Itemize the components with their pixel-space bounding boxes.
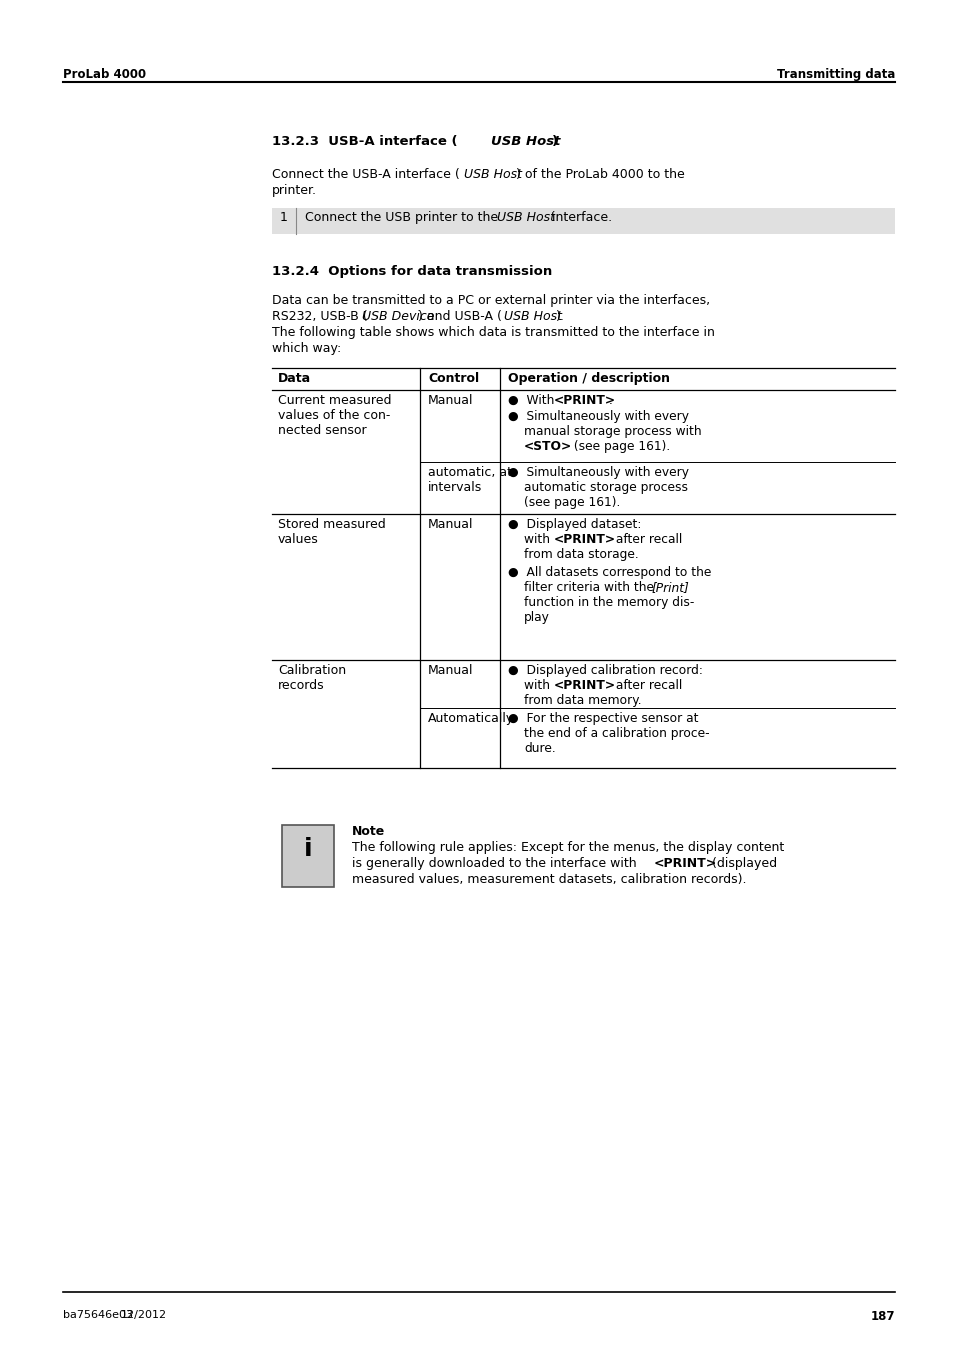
Text: manual storage process with: manual storage process with — [523, 426, 700, 438]
Text: records: records — [277, 680, 324, 692]
Text: 13.2.3  USB-A interface (: 13.2.3 USB-A interface ( — [272, 135, 457, 149]
Text: <PRINT>: <PRINT> — [654, 857, 717, 870]
Text: ProLab 4000: ProLab 4000 — [63, 68, 146, 81]
Text: Note: Note — [352, 825, 385, 838]
Text: ).: ). — [556, 309, 564, 323]
Text: USB Host: USB Host — [503, 309, 561, 323]
Text: Stored measured: Stored measured — [277, 517, 385, 531]
Text: Data can be transmitted to a PC or external printer via the interfaces,: Data can be transmitted to a PC or exter… — [272, 295, 709, 307]
Text: ●  Simultaneously with every: ● Simultaneously with every — [507, 409, 688, 423]
Text: (displayed: (displayed — [707, 857, 777, 870]
Text: ●  Displayed dataset:: ● Displayed dataset: — [507, 517, 640, 531]
Text: ●  Displayed calibration record:: ● Displayed calibration record: — [507, 663, 702, 677]
Text: automatic storage process: automatic storage process — [523, 481, 687, 494]
Text: USB Host: USB Host — [497, 211, 555, 224]
Text: The following table shows which data is transmitted to the interface in: The following table shows which data is … — [272, 326, 714, 339]
Text: from data memory.: from data memory. — [523, 694, 641, 707]
Text: play: play — [523, 611, 549, 624]
Text: <PRINT>: <PRINT> — [554, 534, 616, 546]
Text: 12/2012: 12/2012 — [121, 1310, 167, 1320]
Text: .: . — [608, 394, 612, 407]
Text: intervals: intervals — [428, 481, 482, 494]
Text: i: i — [303, 838, 312, 861]
Text: is generally downloaded to the interface with: is generally downloaded to the interface… — [352, 857, 640, 870]
Text: filter criteria with the: filter criteria with the — [523, 581, 658, 594]
Text: <PRINT>: <PRINT> — [554, 394, 616, 407]
Text: dure.: dure. — [523, 742, 556, 755]
Text: with: with — [523, 680, 554, 692]
Text: values: values — [277, 534, 318, 546]
Text: USB Host: USB Host — [463, 168, 521, 181]
Text: Transmitting data: Transmitting data — [776, 68, 894, 81]
Text: (see page 161).: (see page 161). — [523, 496, 619, 509]
Text: 187: 187 — [869, 1310, 894, 1323]
Text: ●  All datasets correspond to the: ● All datasets correspond to the — [507, 566, 711, 580]
Text: values of the con-: values of the con- — [277, 409, 390, 422]
Text: after recall: after recall — [612, 534, 681, 546]
Text: Current measured: Current measured — [277, 394, 391, 407]
Text: Control: Control — [428, 372, 478, 385]
Text: The following rule applies: Except for the menus, the display content: The following rule applies: Except for t… — [352, 842, 783, 854]
Text: Connect the USB printer to the: Connect the USB printer to the — [305, 211, 501, 224]
Text: nected sensor: nected sensor — [277, 424, 366, 436]
Text: Automatically: Automatically — [428, 712, 514, 725]
Text: ) of the ProLab 4000 to the: ) of the ProLab 4000 to the — [516, 168, 684, 181]
Text: the end of a calibration proce-: the end of a calibration proce- — [523, 727, 709, 740]
Text: ●  With: ● With — [507, 394, 558, 407]
Text: Data: Data — [277, 372, 311, 385]
Bar — [272, 208, 894, 234]
Text: Connect the USB-A interface (: Connect the USB-A interface ( — [272, 168, 459, 181]
Text: USB Device: USB Device — [361, 309, 434, 323]
Text: <STO>: <STO> — [523, 440, 572, 453]
Text: automatic, at: automatic, at — [428, 466, 512, 480]
Text: measured values, measurement datasets, calibration records).: measured values, measurement datasets, c… — [352, 873, 745, 886]
Bar — [282, 825, 334, 888]
Text: Manual: Manual — [428, 517, 473, 531]
Text: [Print]: [Print] — [651, 581, 689, 594]
Text: function in the memory dis-: function in the memory dis- — [523, 596, 694, 609]
Text: interface.: interface. — [547, 211, 612, 224]
Text: ●  For the respective sensor at: ● For the respective sensor at — [507, 712, 698, 725]
Text: ba75646e03: ba75646e03 — [63, 1310, 132, 1320]
Text: Manual: Manual — [428, 394, 473, 407]
Text: 1: 1 — [280, 211, 288, 224]
Text: ●  Simultaneously with every: ● Simultaneously with every — [507, 466, 688, 480]
Text: Calibration: Calibration — [277, 663, 346, 677]
Text: from data storage.: from data storage. — [523, 549, 639, 561]
Text: Operation / description: Operation / description — [507, 372, 669, 385]
Text: <PRINT>: <PRINT> — [554, 680, 616, 692]
Text: printer.: printer. — [272, 184, 316, 197]
Text: 13.2.4  Options for data transmission: 13.2.4 Options for data transmission — [272, 265, 552, 278]
Text: Manual: Manual — [428, 663, 473, 677]
Text: RS232, USB-B (: RS232, USB-B ( — [272, 309, 367, 323]
Text: which way:: which way: — [272, 342, 341, 355]
Text: ): ) — [552, 135, 558, 149]
Text: with: with — [523, 534, 554, 546]
Text: ) and USB-A (: ) and USB-A ( — [417, 309, 501, 323]
Text: (see page 161).: (see page 161). — [569, 440, 670, 453]
Text: USB Host: USB Host — [491, 135, 560, 149]
Text: after recall: after recall — [612, 680, 681, 692]
